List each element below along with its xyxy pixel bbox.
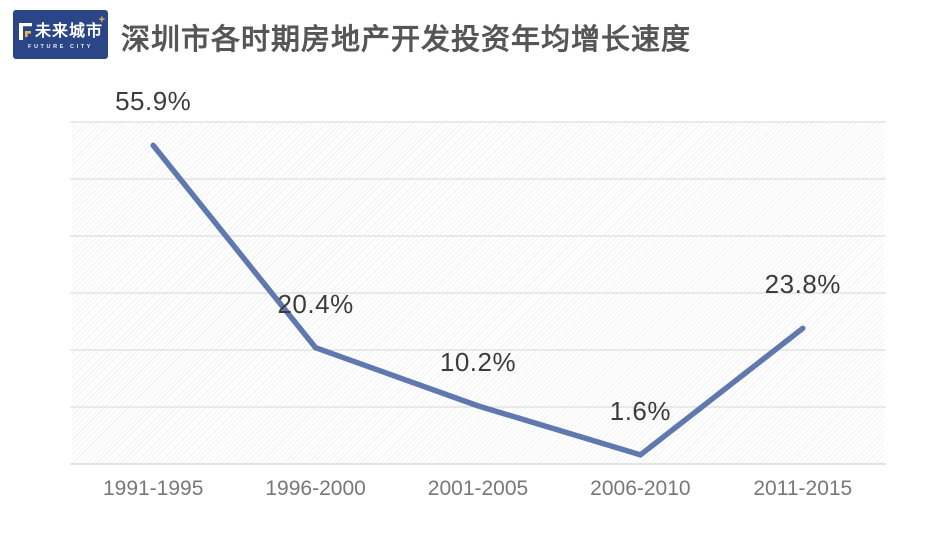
x-axis-label: 2001-2005 <box>427 477 529 500</box>
data-label: 55.9% <box>115 86 192 117</box>
x-axis-label: 1996-2000 <box>265 477 366 500</box>
data-label: 23.8% <box>764 269 841 300</box>
sparkle-icon: + <box>98 13 105 26</box>
x-axis-label: 1991-1995 <box>102 477 204 500</box>
chart-title: 深圳市各时期房地产开发投资年均增长速度 <box>121 24 692 56</box>
logo-en-text: FUTURE CITY <box>28 43 93 50</box>
future-city-logo: 未来城市 + FUTURE CITY <box>13 10 108 59</box>
data-line <box>150 142 806 458</box>
data-label: 1.6% <box>609 395 672 426</box>
data-label: 20.4% <box>277 288 354 319</box>
logo-cn-text: 未来城市 <box>34 22 103 40</box>
logo-row: 未来城市 + <box>18 14 105 41</box>
x-axis-label: 2011-2015 <box>753 477 853 500</box>
logo-mark-icon <box>18 22 32 40</box>
data-label: 10.2% <box>439 346 517 377</box>
x-axis-label: 2006-2010 <box>590 477 691 500</box>
